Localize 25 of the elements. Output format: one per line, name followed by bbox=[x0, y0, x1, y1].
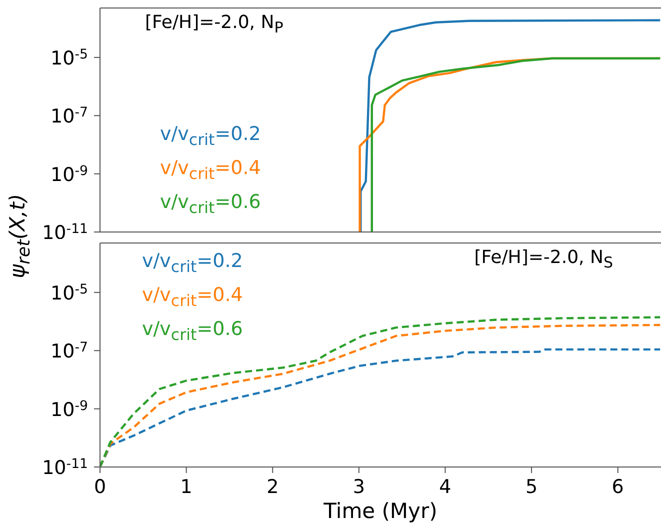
y-tick-label: 10$^{-11}$ bbox=[42, 457, 88, 479]
chart-title: [Fe/H]=-2.0, N$_{S}$ bbox=[474, 247, 613, 272]
y-tick-label: 10$^{-7}$ bbox=[50, 340, 88, 363]
x-tick-label: 4 bbox=[439, 476, 452, 498]
y-tick-label: 10$^{-11}$ bbox=[42, 222, 88, 244]
x-tick-label: 5 bbox=[525, 476, 538, 498]
text: v/v$_{crit}$=0.2 bbox=[160, 122, 261, 151]
y-tick-label: 10$^{-5}$ bbox=[50, 47, 88, 70]
x-tick-label: 3 bbox=[352, 476, 365, 498]
y-tick-label: 10$^{-9}$ bbox=[50, 164, 88, 186]
x-axis-title: Time (Myr) bbox=[322, 499, 438, 523]
series-label: v/v$_{crit}$=0.6 bbox=[142, 316, 243, 346]
chart-title: [Fe/H]=-2.0, N$_{P}$ bbox=[145, 12, 284, 37]
x-tick-label: 6 bbox=[612, 476, 624, 498]
text: v/v$_{crit}$=0.6 bbox=[160, 190, 261, 218]
y-tick-label: 10$^{-5}$ bbox=[50, 282, 88, 304]
x-tick-label: 0 bbox=[94, 476, 106, 498]
line-series bbox=[360, 19, 661, 232]
y-tick-label: 10$^{-7}$ bbox=[50, 106, 88, 128]
x-tick-label: 1 bbox=[180, 476, 192, 498]
x-tick-label: 2 bbox=[266, 476, 279, 498]
y-tick-label: 10$^{-9}$ bbox=[50, 398, 88, 421]
text: v/v$_{crit}$=0.4 bbox=[142, 282, 243, 312]
text: v/v$_{crit}$=0.2 bbox=[142, 249, 243, 278]
text: v/v$_{crit}$=0.4 bbox=[160, 156, 261, 185]
